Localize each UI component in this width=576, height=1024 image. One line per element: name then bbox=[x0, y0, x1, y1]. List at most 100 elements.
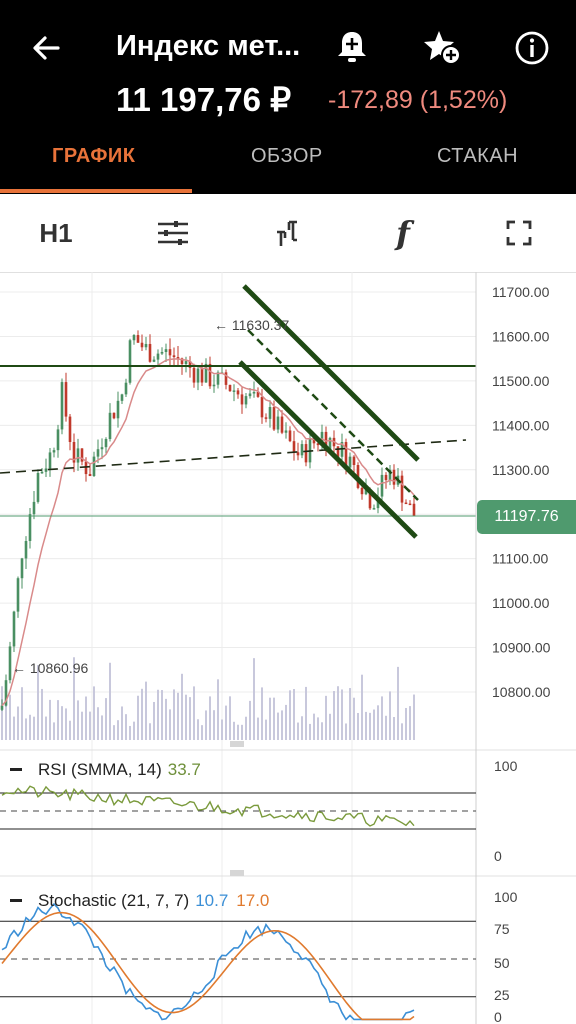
candle-body bbox=[192, 367, 196, 383]
volume-bar bbox=[117, 720, 119, 740]
volume-bar bbox=[277, 712, 279, 740]
pane-resize-handle bbox=[230, 870, 244, 876]
moving-average-line bbox=[1, 358, 415, 707]
volume-bar bbox=[201, 725, 203, 740]
price-chart[interactable]: ← 11630.37 ← 10860.96 11700.00 11600.00 115… bbox=[0, 272, 576, 1024]
candle-body bbox=[100, 447, 104, 450]
volume-bar bbox=[129, 725, 131, 740]
candle-body bbox=[96, 449, 100, 457]
candle-body bbox=[140, 342, 144, 348]
stochastic-axis-label: 50 bbox=[494, 955, 510, 971]
candle-body bbox=[40, 471, 44, 474]
volume-bar bbox=[89, 711, 91, 740]
volume-bar bbox=[289, 690, 291, 740]
rsi-legend[interactable]: RSI (SMMA, 14) 33.7 bbox=[38, 760, 201, 780]
volume-bar bbox=[5, 690, 7, 740]
volume-bar bbox=[65, 708, 67, 740]
candle-body bbox=[304, 444, 308, 463]
candle-body bbox=[400, 475, 404, 503]
candle-body bbox=[388, 469, 392, 481]
candle-body bbox=[216, 372, 220, 385]
candle-body bbox=[384, 474, 388, 481]
fullscreen-button[interactable] bbox=[496, 194, 542, 272]
channel-middle-line bbox=[247, 329, 419, 501]
candle-body bbox=[128, 340, 132, 383]
alert-button[interactable] bbox=[334, 28, 370, 66]
tab-order-book[interactable]: СТАКАН bbox=[437, 145, 519, 167]
volume-bar bbox=[301, 716, 303, 740]
volume-bar bbox=[209, 696, 211, 740]
volume-bar bbox=[385, 715, 387, 740]
volume-bar bbox=[353, 697, 355, 740]
star-plus-icon bbox=[424, 31, 461, 65]
volume-bar bbox=[113, 725, 115, 740]
volume-bar bbox=[405, 707, 407, 740]
candle-body bbox=[176, 357, 180, 359]
timeframe-button[interactable]: H1 bbox=[20, 194, 92, 272]
rsi-line bbox=[1, 785, 415, 827]
candle-body bbox=[256, 392, 260, 397]
function-button[interactable]: f bbox=[380, 194, 426, 272]
tab-chart[interactable]: ГРАФИК bbox=[52, 145, 136, 167]
candle-body bbox=[352, 456, 356, 466]
volume-bar bbox=[33, 716, 35, 740]
stochastic-axis-label: 75 bbox=[494, 921, 510, 937]
volume-bar bbox=[81, 711, 83, 740]
price-axis-label: 11000.00 bbox=[492, 595, 550, 611]
volume-bar bbox=[341, 689, 343, 740]
tab-overview[interactable]: ОБЗОР bbox=[251, 145, 323, 167]
rsi-collapse-mark[interactable] bbox=[10, 768, 22, 771]
stochastic-legend[interactable]: Stochastic (21, 7, 7) 10.7 17.0 bbox=[38, 891, 269, 911]
volume-bar bbox=[369, 712, 371, 740]
volume-bar bbox=[193, 686, 195, 740]
volume-bar bbox=[101, 715, 103, 740]
stochastic-axis-label: 25 bbox=[494, 987, 510, 1003]
volume-bar bbox=[377, 705, 379, 740]
candle-body bbox=[260, 396, 264, 418]
candle-body bbox=[296, 452, 300, 456]
candle-body bbox=[144, 343, 148, 348]
fullscreen-icon bbox=[506, 220, 532, 246]
candle-body bbox=[124, 382, 128, 395]
volume-bar bbox=[265, 719, 267, 740]
back-button[interactable] bbox=[28, 30, 64, 66]
candle-body bbox=[76, 448, 80, 463]
info-button[interactable] bbox=[514, 30, 550, 66]
rsi-axis-label: 0 bbox=[494, 848, 502, 864]
volume-bar bbox=[273, 697, 275, 740]
volume-bar bbox=[401, 723, 403, 740]
candle-body bbox=[8, 646, 12, 681]
volume-bar bbox=[381, 696, 383, 740]
indicators-settings-button[interactable] bbox=[150, 194, 196, 272]
volume-bar bbox=[317, 717, 319, 740]
candle-body bbox=[68, 416, 72, 442]
candle-body bbox=[276, 416, 280, 430]
stochastic-collapse-mark[interactable] bbox=[10, 899, 22, 902]
low-price-marker: ← 10860.96 bbox=[12, 660, 88, 676]
volume-bar bbox=[245, 716, 247, 740]
timeframe-label: H1 bbox=[39, 217, 73, 248]
volume-bar bbox=[221, 719, 223, 740]
stochastic-axis-label: 100 bbox=[494, 889, 518, 905]
volume-bar bbox=[141, 688, 143, 740]
candle-body bbox=[84, 461, 88, 475]
volume-bar bbox=[285, 704, 287, 740]
candle-body bbox=[164, 349, 168, 352]
volume-bar bbox=[321, 722, 323, 740]
info-icon bbox=[515, 31, 549, 65]
volume-bar bbox=[169, 709, 171, 740]
volume-bar bbox=[309, 723, 311, 740]
volume-bar bbox=[109, 662, 111, 740]
chart-type-icon bbox=[277, 220, 297, 246]
candle-body bbox=[280, 416, 284, 433]
volume-bar bbox=[361, 674, 363, 740]
candle-body bbox=[52, 450, 56, 453]
volume-bar bbox=[125, 714, 127, 740]
stochastic-k-line bbox=[1, 902, 415, 1021]
candle-body bbox=[92, 456, 96, 476]
chart-type-button[interactable] bbox=[266, 194, 312, 272]
volume-bar bbox=[293, 689, 295, 740]
favorite-button[interactable] bbox=[422, 28, 462, 66]
volume-bar bbox=[241, 724, 243, 740]
volume-bar bbox=[9, 694, 11, 740]
